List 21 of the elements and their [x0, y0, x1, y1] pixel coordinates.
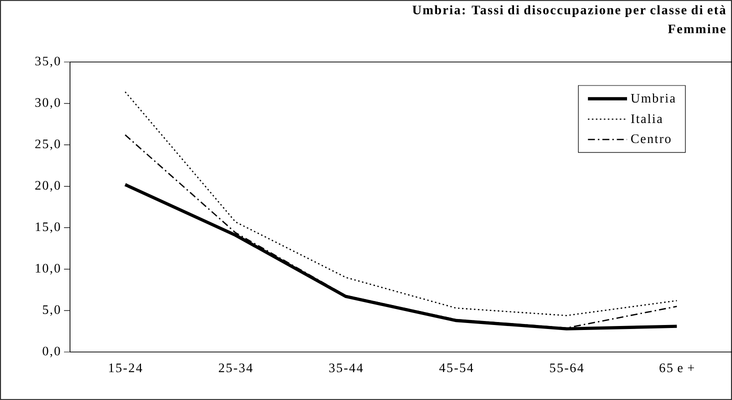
- line-series: [124, 91, 678, 316]
- y-tick-label: 35,0: [35, 56, 60, 68]
- y-tick-label: 0,0: [42, 346, 60, 358]
- legend-label: Italia: [631, 114, 662, 124]
- x-tick-label: 65 e +: [660, 364, 694, 372]
- y-tick-label: 30,0: [35, 98, 60, 109]
- legend-label: Umbria: [630, 93, 676, 103]
- x-tick-label: 45-54: [439, 364, 474, 372]
- x-tick-label: 15-24: [109, 364, 142, 372]
- chart-title: Umbria: Tassi di disoccupazione per classe di età: [412, 5, 726, 17]
- y-tick-label: 20,0: [35, 180, 60, 192]
- y-tick-label: 10,0: [36, 264, 60, 274]
- y-tick-label: 5,0: [42, 305, 60, 316]
- y-tick-label: 25,0: [35, 140, 60, 150]
- chart-subtitle: Femmine: [668, 24, 726, 34]
- x-tick-label: 35-44: [329, 364, 363, 372]
- legend-label: Centro: [631, 134, 671, 144]
- y-tick-label: 15,0: [36, 222, 60, 234]
- x-tick-label: 55-64: [550, 364, 584, 372]
- x-tick-label: 25-34: [218, 364, 252, 372]
- line-series: [124, 134, 678, 329]
